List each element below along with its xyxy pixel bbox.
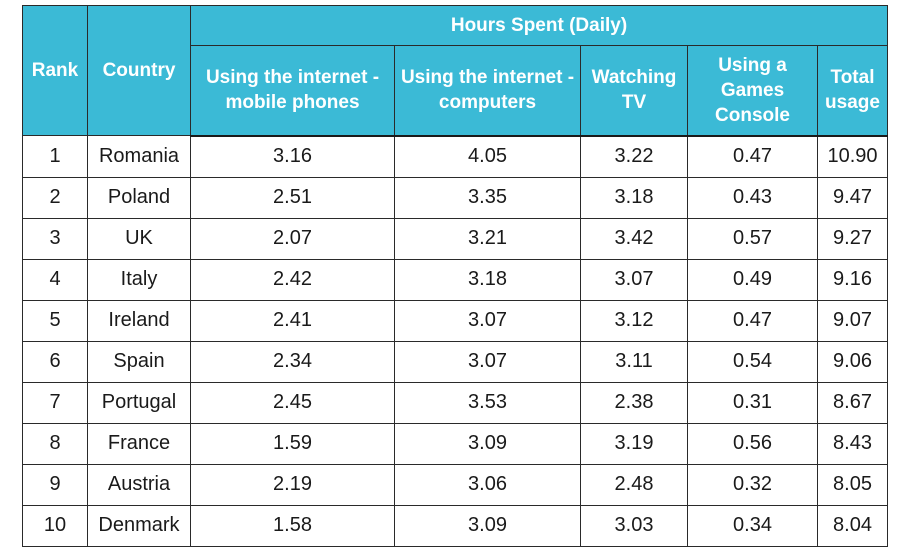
usage-table: Rank Country Hours Spent (Daily) Using t… (22, 5, 888, 547)
cell-tv: 3.19 (580, 422, 688, 465)
cell-country: France (87, 422, 191, 465)
table-row: 10 Denmark 1.58 3.09 3.03 0.34 8.04 (22, 504, 888, 547)
cell-mobile: 2.41 (190, 299, 395, 342)
header-group-hours-spent: Hours Spent (Daily) (190, 5, 888, 46)
table-row: 5 Ireland 2.41 3.07 3.12 0.47 9.07 (22, 299, 888, 342)
cell-total: 9.07 (817, 299, 888, 342)
cell-rank: 5 (22, 299, 88, 342)
table-row: 2 Poland 2.51 3.35 3.18 0.43 9.47 (22, 176, 888, 219)
cell-mobile: 2.42 (190, 258, 395, 301)
cell-rank: 1 (22, 135, 88, 178)
cell-tv: 3.07 (580, 258, 688, 301)
header-rank: Rank (22, 5, 88, 136)
cell-total: 9.06 (817, 340, 888, 383)
cell-tv: 3.42 (580, 217, 688, 260)
table-header: Rank Country Hours Spent (Daily) Using t… (22, 5, 888, 137)
cell-console: 0.56 (687, 422, 818, 465)
cell-rank: 2 (22, 176, 88, 219)
cell-computers: 4.05 (394, 135, 581, 178)
cell-total: 9.16 (817, 258, 888, 301)
table-row: 7 Portugal 2.45 3.53 2.38 0.31 8.67 (22, 381, 888, 424)
cell-computers: 3.07 (394, 299, 581, 342)
cell-tv: 3.12 (580, 299, 688, 342)
cell-rank: 10 (22, 504, 88, 547)
cell-rank: 8 (22, 422, 88, 465)
cell-mobile: 3.16 (190, 135, 395, 178)
cell-country: Ireland (87, 299, 191, 342)
cell-mobile: 1.58 (190, 504, 395, 547)
cell-computers: 3.09 (394, 422, 581, 465)
table-row: 9 Austria 2.19 3.06 2.48 0.32 8.05 (22, 463, 888, 506)
cell-total: 8.43 (817, 422, 888, 465)
cell-country: Portugal (87, 381, 191, 424)
cell-country: UK (87, 217, 191, 260)
cell-console: 0.47 (687, 135, 818, 178)
cell-total: 9.47 (817, 176, 888, 219)
cell-mobile: 2.51 (190, 176, 395, 219)
cell-console: 0.49 (687, 258, 818, 301)
cell-total: 8.05 (817, 463, 888, 506)
cell-computers: 3.53 (394, 381, 581, 424)
cell-console: 0.34 (687, 504, 818, 547)
cell-tv: 3.03 (580, 504, 688, 547)
cell-rank: 6 (22, 340, 88, 383)
cell-computers: 3.06 (394, 463, 581, 506)
cell-mobile: 1.59 (190, 422, 395, 465)
cell-computers: 3.21 (394, 217, 581, 260)
cell-tv: 2.38 (580, 381, 688, 424)
cell-computers: 3.09 (394, 504, 581, 547)
cell-rank: 3 (22, 217, 88, 260)
cell-console: 0.57 (687, 217, 818, 260)
cell-mobile: 2.45 (190, 381, 395, 424)
cell-country: Denmark (87, 504, 191, 547)
header-mobile: Using the internet - mobile phones (190, 45, 395, 137)
cell-rank: 4 (22, 258, 88, 301)
cell-total: 9.27 (817, 217, 888, 260)
cell-rank: 7 (22, 381, 88, 424)
cell-tv: 2.48 (580, 463, 688, 506)
cell-total: 8.04 (817, 504, 888, 547)
cell-computers: 3.07 (394, 340, 581, 383)
cell-tv: 3.22 (580, 135, 688, 178)
header-computers: Using the internet - computers (394, 45, 581, 137)
cell-total: 10.90 (817, 135, 888, 178)
usage-table-container: Rank Country Hours Spent (Daily) Using t… (22, 5, 888, 547)
cell-country: Spain (87, 340, 191, 383)
header-console: Using a Games Console (687, 45, 818, 137)
cell-country: Romania (87, 135, 191, 178)
table-body: 1 Romania 3.16 4.05 3.22 0.47 10.90 2 Poland 2.51… (22, 135, 888, 547)
cell-tv: 3.18 (580, 176, 688, 219)
cell-console: 0.47 (687, 299, 818, 342)
cell-computers: 3.18 (394, 258, 581, 301)
cell-country: Italy (87, 258, 191, 301)
table-row: 4 Italy 2.42 3.18 3.07 0.49 9.16 (22, 258, 888, 301)
header-country: Country (87, 5, 191, 136)
cell-mobile: 2.19 (190, 463, 395, 506)
cell-console: 0.32 (687, 463, 818, 506)
cell-computers: 3.35 (394, 176, 581, 219)
header-tv: Watching TV (580, 45, 688, 137)
cell-mobile: 2.07 (190, 217, 395, 260)
cell-rank: 9 (22, 463, 88, 506)
cell-tv: 3.11 (580, 340, 688, 383)
cell-total: 8.67 (817, 381, 888, 424)
header-total: Total usage (817, 45, 888, 137)
cell-mobile: 2.34 (190, 340, 395, 383)
cell-console: 0.31 (687, 381, 818, 424)
cell-console: 0.43 (687, 176, 818, 219)
cell-console: 0.54 (687, 340, 818, 383)
table-row: 8 France 1.59 3.09 3.19 0.56 8.43 (22, 422, 888, 465)
table-row: 1 Romania 3.16 4.05 3.22 0.47 10.90 (22, 135, 888, 178)
cell-country: Austria (87, 463, 191, 506)
table-row: 3 UK 2.07 3.21 3.42 0.57 9.27 (22, 217, 888, 260)
cell-country: Poland (87, 176, 191, 219)
table-row: 6 Spain 2.34 3.07 3.11 0.54 9.06 (22, 340, 888, 383)
